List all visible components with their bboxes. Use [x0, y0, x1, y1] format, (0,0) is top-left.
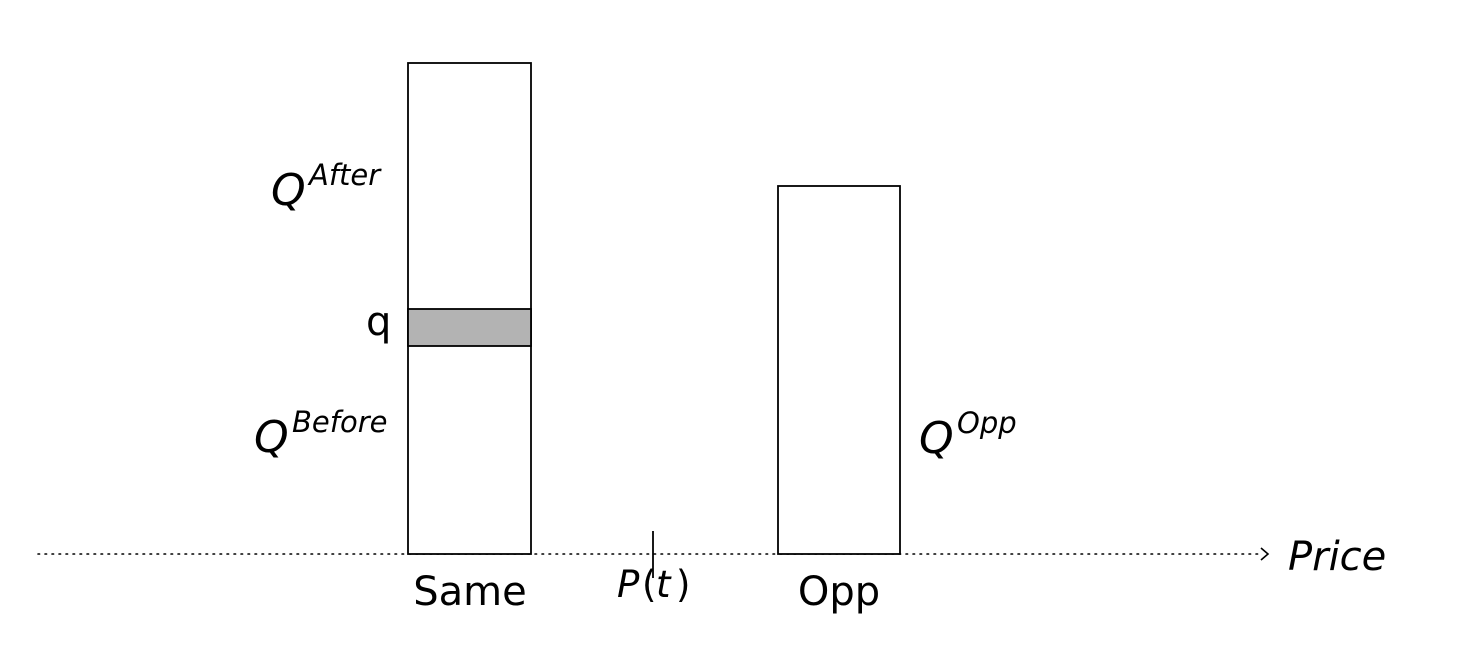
same-queue-label: Same — [413, 569, 526, 615]
price-axis: Price — [37, 534, 1386, 580]
opp-queue-label: Opp — [798, 569, 880, 615]
same-queue: Same Q After q Q Before — [254, 62, 532, 615]
price-marker: P ( t ) — [617, 531, 690, 606]
price-marker-label: P ( t ) — [617, 563, 690, 606]
q-before-label: Q Before — [254, 405, 387, 463]
order-segment — [407, 308, 532, 347]
price-axis-arrow-icon — [1260, 547, 1270, 561]
price-axis-label: Price — [1288, 534, 1386, 580]
opp-queue: Opp Q Opp — [777, 185, 1017, 615]
q-opp-label: Q Opp — [919, 406, 1017, 464]
q-after-label: Q After — [271, 158, 382, 216]
opp-queue-bar — [777, 185, 901, 555]
order-size-label: q — [366, 299, 391, 345]
